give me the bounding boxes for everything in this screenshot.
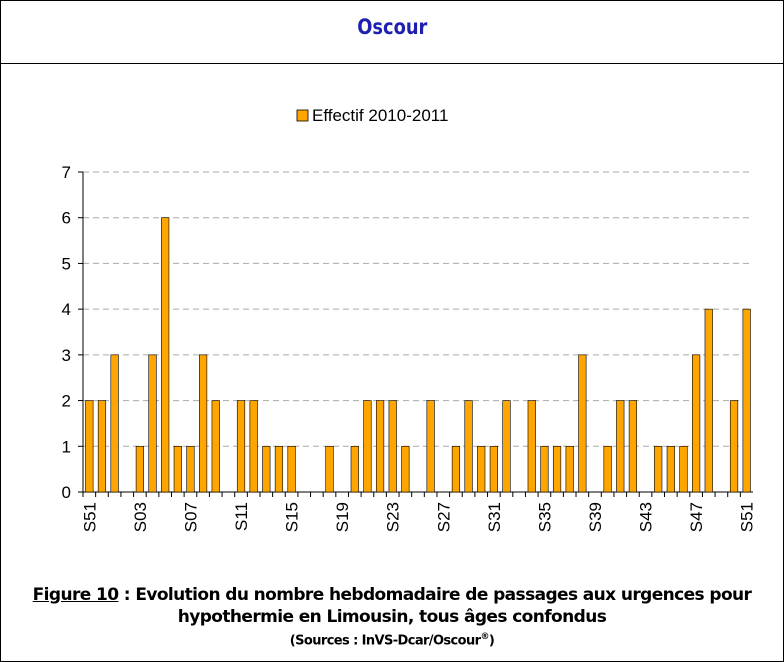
bar bbox=[262, 445, 271, 493]
bar bbox=[236, 400, 246, 493]
bar bbox=[325, 445, 334, 493]
y-tick-label: 4 bbox=[62, 300, 71, 319]
y-tick-label: 0 bbox=[62, 483, 71, 502]
x-tick-label: S15 bbox=[283, 502, 302, 532]
x-tick-label: S51 bbox=[80, 502, 99, 532]
bar bbox=[350, 445, 359, 493]
bar bbox=[173, 445, 182, 493]
x-tick-label: S31 bbox=[485, 502, 504, 532]
caption-body: : Evolution du nombre hebdomadaire de pa… bbox=[118, 585, 752, 627]
caption-text: Figure 10 : Evolution du nombre hebdomad… bbox=[1, 584, 783, 628]
source-end: ) bbox=[488, 633, 495, 649]
bar bbox=[692, 354, 701, 493]
bar bbox=[502, 400, 511, 493]
bar bbox=[135, 445, 144, 493]
x-tick-label: S47 bbox=[687, 502, 706, 532]
legend-label: Effectif 2010-2011 bbox=[312, 106, 448, 125]
bar bbox=[388, 400, 397, 493]
y-tick-label: 2 bbox=[62, 392, 71, 411]
y-tick-label: 1 bbox=[62, 437, 71, 456]
x-tick-label: S23 bbox=[384, 502, 403, 532]
caption: Figure 10 : Evolution du nombre hebdomad… bbox=[1, 584, 783, 650]
x-tick-label: S43 bbox=[637, 502, 656, 532]
bar bbox=[426, 400, 435, 493]
bar bbox=[628, 400, 637, 493]
bar bbox=[540, 445, 549, 493]
bar bbox=[666, 445, 675, 493]
bar bbox=[375, 400, 385, 493]
bar bbox=[451, 445, 461, 493]
legend-swatch bbox=[296, 109, 309, 122]
bar bbox=[603, 445, 612, 493]
bar bbox=[287, 445, 296, 493]
source: (Sources : InVS-Dcar/Oscour®) bbox=[1, 628, 783, 650]
bar bbox=[161, 217, 170, 493]
bar bbox=[249, 400, 258, 493]
x-tick-label: S27 bbox=[434, 502, 453, 532]
bar bbox=[742, 308, 751, 493]
x-tick-label: S19 bbox=[333, 502, 352, 532]
bar bbox=[704, 308, 713, 493]
source-mark: ® bbox=[480, 632, 489, 642]
y-tick-label: 6 bbox=[62, 209, 71, 228]
x-tick-label: S07 bbox=[181, 502, 200, 532]
bar bbox=[199, 354, 208, 493]
bar bbox=[274, 445, 284, 493]
bar bbox=[565, 445, 574, 493]
y-tick-label: 7 bbox=[62, 163, 71, 182]
x-tick-label: S51 bbox=[738, 502, 757, 532]
bar bbox=[401, 445, 410, 493]
bar bbox=[578, 354, 587, 493]
x-tick-label: S03 bbox=[131, 502, 150, 532]
bar bbox=[729, 400, 739, 493]
bar bbox=[148, 354, 157, 493]
x-tick-label: S39 bbox=[586, 502, 605, 532]
bar bbox=[186, 445, 195, 493]
bar bbox=[97, 400, 107, 493]
source-text: (Sources : InVS-Dcar/Oscour bbox=[289, 633, 481, 649]
y-tick-label: 3 bbox=[62, 346, 71, 365]
bar bbox=[552, 445, 562, 493]
bar bbox=[211, 400, 220, 493]
x-tick-label: S11 bbox=[232, 502, 251, 531]
x-tick-label: S35 bbox=[535, 502, 554, 532]
header: Oscour bbox=[1, 1, 783, 64]
bar bbox=[679, 445, 688, 493]
bar bbox=[654, 445, 663, 493]
bar bbox=[464, 400, 473, 493]
bar bbox=[110, 354, 119, 493]
bar bbox=[616, 400, 625, 493]
title: Oscour bbox=[356, 15, 428, 39]
figure-label: Figure 10 bbox=[32, 585, 119, 605]
bar bbox=[363, 400, 372, 493]
bar bbox=[477, 445, 486, 493]
y-tick-label: 5 bbox=[62, 254, 71, 273]
bar bbox=[489, 445, 498, 493]
bar bbox=[527, 400, 536, 493]
bar bbox=[85, 400, 94, 493]
